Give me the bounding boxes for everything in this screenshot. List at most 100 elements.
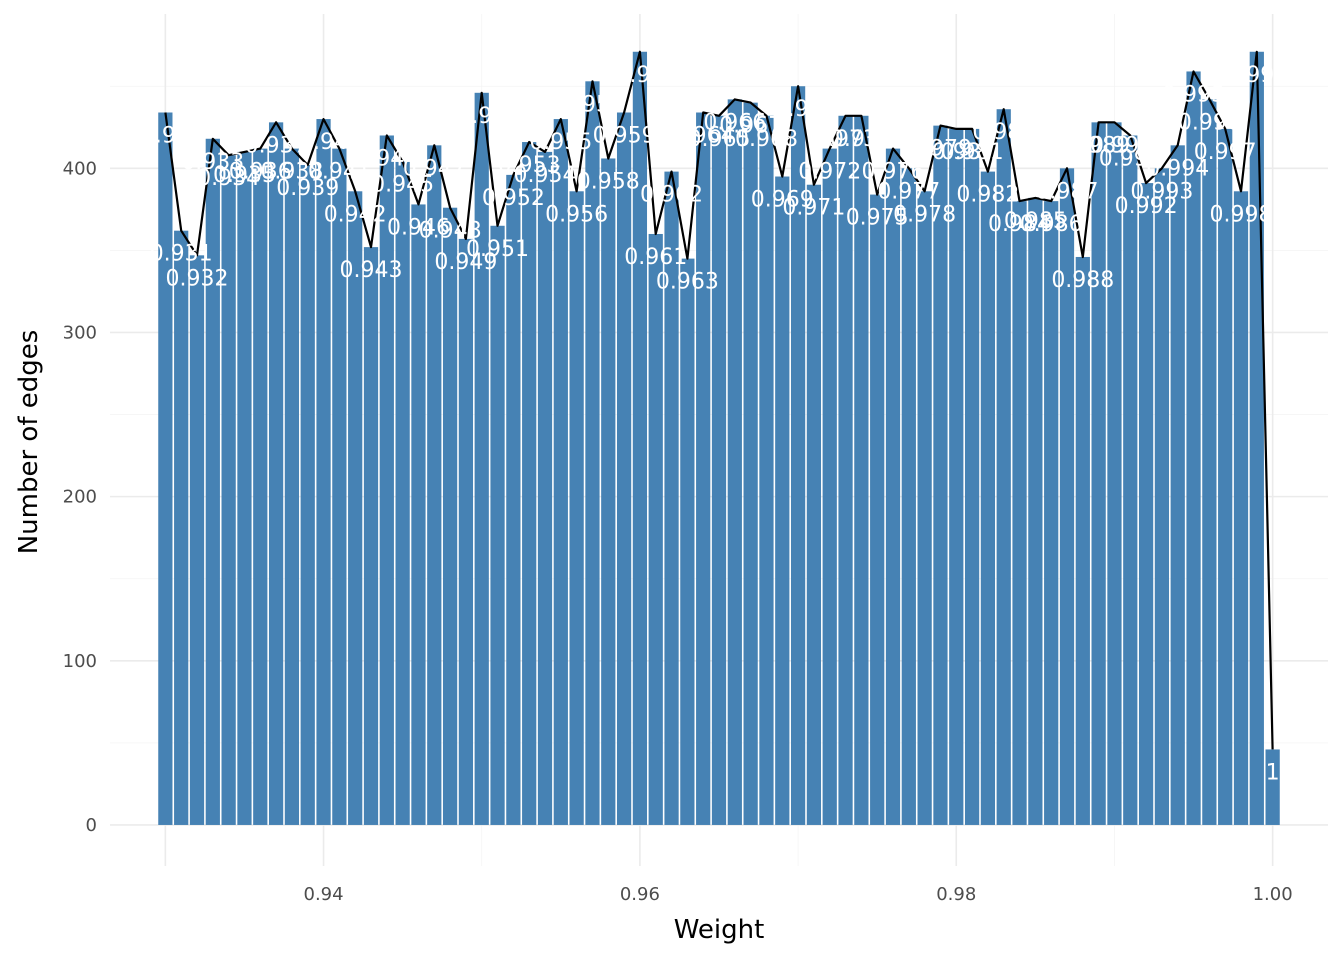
bar-value-label: 0.973 [814, 127, 877, 152]
bar-value-label: 0.985 [1004, 209, 1067, 234]
bar-value-label: 0.986 [1020, 212, 1083, 237]
bar [727, 99, 742, 825]
y-tick-label: 400 [63, 158, 97, 179]
y-axis-title: Number of edges [14, 330, 44, 555]
y-tick-label: 0 [86, 815, 97, 836]
bar [237, 151, 252, 825]
bar-value-label: 0.976 [862, 160, 925, 185]
bar [300, 165, 315, 825]
bar-value-label: 0.974 [830, 127, 893, 152]
bar-value-label: 0.991 [1099, 146, 1162, 171]
bar-value-label: 0.968 [735, 127, 798, 152]
bar [363, 247, 379, 825]
bar-value-label: 0.964 [672, 123, 735, 148]
bar-value-label: 0.992 [1115, 194, 1178, 219]
bar-value-label: 0.984 [988, 212, 1051, 237]
bar-value-label: 0.969 [751, 188, 814, 213]
trend-line [164, 50, 1274, 750]
bar [917, 191, 932, 825]
bar-value-label: 0.932 [166, 266, 229, 291]
bar [616, 112, 632, 825]
bar [743, 102, 758, 825]
bar [474, 92, 489, 825]
bar-value-label: 0.952 [482, 186, 545, 211]
bar [284, 148, 300, 825]
bar [189, 255, 205, 825]
bar-value-label: 0.979 [909, 137, 972, 162]
y-tick-label: 100 [63, 651, 97, 672]
bar-value-label: 0.989 [1067, 133, 1130, 158]
bar [1170, 145, 1185, 825]
bar [822, 148, 837, 825]
bar-value-label: 0.996 [1178, 110, 1241, 135]
bar-series [158, 51, 1280, 825]
bar-value-label: 0.98 [932, 140, 981, 165]
bar-value-label: 0.941 [308, 160, 371, 185]
bar [268, 122, 284, 825]
bar [395, 161, 410, 825]
bar-value-label: 0.949 [434, 250, 497, 275]
bar-value-label: 0.944 [355, 146, 418, 171]
bar-value-label: 0.982 [956, 183, 1019, 208]
bar [838, 115, 853, 825]
bar [806, 184, 822, 825]
bar [949, 128, 964, 825]
bar [664, 171, 679, 825]
bar-value-label: 0.999 [1225, 63, 1288, 88]
bar-value-label: 0.99 [1090, 133, 1139, 158]
bar [1107, 122, 1122, 825]
bar-value-label: 0.93 [141, 123, 190, 148]
bar-value-label: 0.947 [403, 156, 466, 181]
bar-value-label: 0.963 [656, 270, 719, 295]
bar-value-label: 0.978 [893, 202, 956, 227]
bar [348, 191, 363, 825]
bar-value-label: 0.937 [245, 133, 308, 158]
bar-labels: 0.930.9310.9320.9330.9340.9350.9360.9370… [141, 63, 1288, 786]
bar-value-label: 0.987 [1036, 179, 1099, 204]
bar [158, 112, 173, 825]
bar-value-label: 1 [1266, 760, 1280, 785]
bar-value-label: 0.962 [640, 183, 703, 208]
bar-value-label: 0.972 [798, 160, 861, 185]
y-tick-label: 200 [63, 487, 97, 508]
x-tick-label: 0.98 [936, 884, 976, 905]
bar [1059, 168, 1075, 825]
bar [522, 142, 537, 825]
bar [759, 115, 774, 825]
bar-value-label: 0.998 [1210, 202, 1273, 227]
bar-value-label: 0.948 [419, 219, 482, 244]
bar-value-label: 0.951 [466, 237, 529, 262]
bar [964, 128, 980, 825]
bar [711, 115, 727, 825]
bar-value-label: 0.957 [561, 92, 624, 117]
bar-value-label: 0.977 [877, 179, 940, 204]
bar-value-label: 0.946 [387, 215, 450, 240]
bar [253, 148, 268, 825]
bar-value-label: 0.975 [846, 206, 909, 231]
bar [1233, 191, 1249, 825]
bar [854, 115, 869, 825]
bar [1075, 256, 1090, 825]
bar-value-label: 0.988 [1051, 268, 1114, 293]
bar [221, 155, 236, 825]
bar-value-label: 0.938 [260, 160, 323, 185]
bar [632, 51, 648, 825]
bar [569, 191, 584, 825]
bar [585, 81, 600, 825]
x-axis-tick-labels: 0.94 0.96 0.98 1.00 [304, 884, 1293, 905]
bar [1091, 122, 1106, 825]
bar-value-label: 0.955 [529, 130, 592, 155]
bar [1028, 197, 1043, 825]
bar-value-label: 0.942 [324, 202, 387, 227]
bar [379, 135, 394, 825]
bar-value-label: 0.94 [299, 130, 348, 155]
bar [980, 171, 996, 825]
bar [1154, 168, 1170, 825]
bar [1186, 71, 1201, 825]
bar [648, 233, 663, 825]
bar-value-label: 0.945 [371, 173, 434, 198]
bar [1138, 183, 1154, 825]
bar-value-label: 0.983 [972, 120, 1035, 145]
bar [316, 119, 331, 825]
